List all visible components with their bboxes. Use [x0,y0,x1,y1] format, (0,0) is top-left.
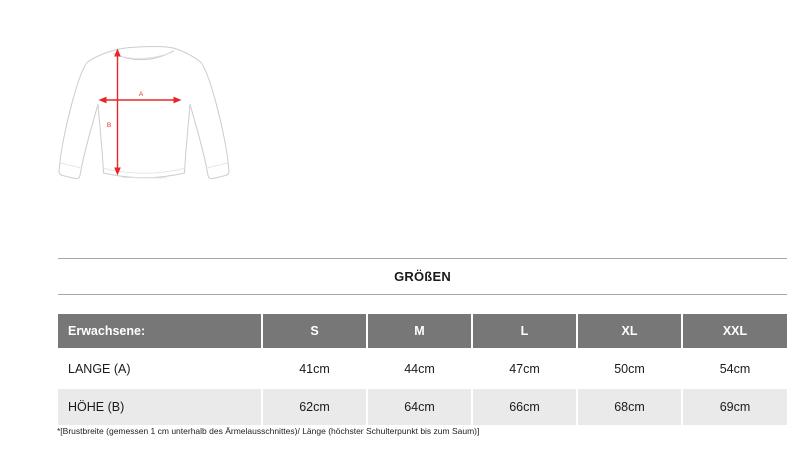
length-value-m: 44cm [368,348,471,389]
table-header-size-s: S [263,314,366,348]
height-value-m: 64cm [368,389,471,425]
width-arrow-label: A [139,91,144,98]
height-arrow-icon: B [107,48,121,176]
sizes-section-header: GRÖßEN [58,258,787,295]
table-header-size-l: L [473,314,576,348]
length-value-xxl: 54cm [683,348,787,389]
row-label-height: HÖHE (B) [58,389,261,425]
height-value-xl: 68cm [578,389,681,425]
length-value-s: 41cm [263,348,366,389]
height-value-s: 62cm [263,389,366,425]
size-table: Erwachsene: S M L XL XXL LANGE (A) 41cm … [58,314,787,425]
height-value-xxl: 69cm [683,389,787,425]
table-header-size-m: M [368,314,471,348]
table-header-size-xxl: XXL [683,314,787,348]
height-value-l: 66cm [473,389,576,425]
length-value-l: 47cm [473,348,576,389]
row-label-length: LANGE (A) [58,348,261,389]
measurement-footnote: *[Brustbreite (gemessen 1 cm unterhalb d… [57,426,480,436]
shirt-diagram: B A [58,46,230,180]
table-header-group: Erwachsene: [58,314,261,348]
length-value-xl: 50cm [578,348,681,389]
table-header-size-xl: XL [578,314,681,348]
width-arrow-icon: A [98,91,182,104]
section-title: GRÖßEN [394,269,451,284]
height-arrow-label: B [107,122,111,129]
shirt-outline-icon [58,46,230,180]
